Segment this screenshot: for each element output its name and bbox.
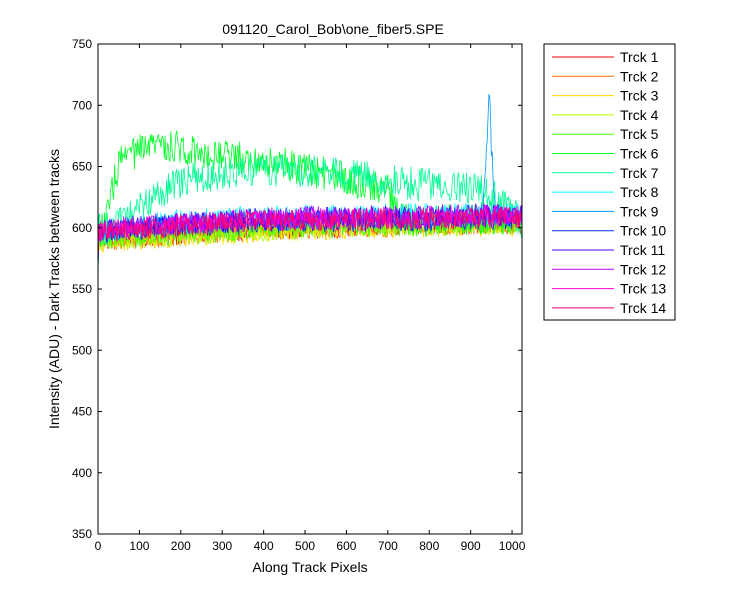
y-axis-label: Intensity (ADU) - Dark Tracks between tr… bbox=[46, 149, 62, 429]
x-tick-label: 1000 bbox=[499, 539, 526, 553]
series-line-14 bbox=[97, 206, 523, 261]
x-tick-label: 500 bbox=[295, 539, 315, 553]
y-tick-label: 550 bbox=[72, 282, 92, 296]
legend-label: Trck 4 bbox=[620, 107, 659, 123]
legend-label: Trck 7 bbox=[620, 165, 659, 181]
series-line-7 bbox=[97, 154, 523, 274]
y-tick-label: 450 bbox=[72, 405, 92, 419]
x-tick-label: 0 bbox=[95, 539, 102, 553]
legend-label: Trck 12 bbox=[620, 261, 666, 277]
x-tick-label: 400 bbox=[254, 539, 274, 553]
plot-area bbox=[98, 44, 522, 534]
legend-label: Trck 1 bbox=[620, 49, 659, 65]
y-tick-label: 500 bbox=[72, 343, 92, 357]
legend-label: Trck 8 bbox=[620, 184, 659, 200]
legend-label: Trck 11 bbox=[620, 242, 665, 258]
legend-label: Trck 10 bbox=[620, 223, 666, 239]
legend-label: Trck 9 bbox=[620, 203, 659, 219]
legend-label: Trck 5 bbox=[620, 126, 659, 142]
chart-title: 091120_Carol_Bob\one_fiber5.SPE bbox=[222, 21, 444, 37]
y-tick-label: 600 bbox=[72, 221, 92, 235]
series-lines bbox=[97, 93, 523, 280]
x-axis: 0 100 200 300 400 500 600 700 800 900 1000 bbox=[95, 44, 526, 553]
x-tick-label: 100 bbox=[129, 539, 149, 553]
x-axis-label: Along Track Pixels bbox=[252, 559, 367, 575]
legend-label: Trck 2 bbox=[620, 68, 659, 84]
legend: Trck 1 Trck 2 Trck 3 Trck 4 Trck 5 Trck 6 Trck… bbox=[543, 43, 676, 321]
x-tick-label: 900 bbox=[461, 539, 481, 553]
y-axis: 350 400 450 500 550 600 650 700 750 bbox=[72, 37, 522, 541]
x-tick-label: 600 bbox=[336, 539, 356, 553]
y-tick-label: 350 bbox=[72, 527, 92, 541]
legend-label: Trck 3 bbox=[620, 88, 659, 104]
y-tick-label: 700 bbox=[72, 98, 92, 112]
y-tick-label: 750 bbox=[72, 37, 92, 51]
legend-label: Trck 6 bbox=[620, 146, 659, 162]
y-tick-label: 650 bbox=[72, 160, 92, 174]
x-tick-label: 800 bbox=[419, 539, 439, 553]
x-tick-label: 200 bbox=[171, 539, 191, 553]
legend-label: Trck 14 bbox=[620, 300, 666, 316]
legend-label: Trck 13 bbox=[620, 281, 666, 297]
x-tick-label: 300 bbox=[212, 539, 232, 553]
x-tick-label: 700 bbox=[378, 539, 398, 553]
y-tick-label: 400 bbox=[72, 466, 92, 480]
legend-box bbox=[543, 43, 676, 321]
